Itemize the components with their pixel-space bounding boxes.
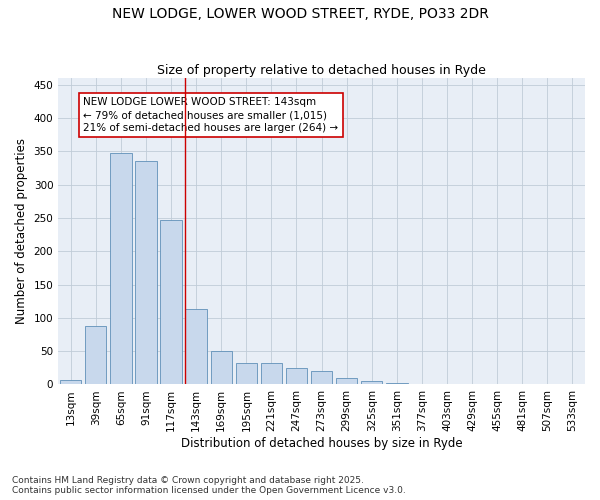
Bar [136,162,157,384]
Bar [110,152,131,384]
Bar [386,383,407,384]
Text: Contains HM Land Registry data © Crown copyright and database right 2025.
Contai: Contains HM Land Registry data © Crown c… [12,476,406,495]
X-axis label: Distribution of detached houses by size in Ryde: Distribution of detached houses by size … [181,437,463,450]
Y-axis label: Number of detached properties: Number of detached properties [15,138,28,324]
Bar [336,378,358,384]
Text: NEW LODGE LOWER WOOD STREET: 143sqm
← 79% of detached houses are smaller (1,015): NEW LODGE LOWER WOOD STREET: 143sqm ← 79… [83,97,338,133]
Bar [361,381,382,384]
Bar [85,326,106,384]
Bar [236,363,257,384]
Bar [286,368,307,384]
Bar [60,380,82,384]
Bar [311,371,332,384]
Bar [160,220,182,384]
Title: Size of property relative to detached houses in Ryde: Size of property relative to detached ho… [157,64,486,77]
Bar [261,363,282,384]
Bar [211,351,232,384]
Text: NEW LODGE, LOWER WOOD STREET, RYDE, PO33 2DR: NEW LODGE, LOWER WOOD STREET, RYDE, PO33… [112,8,488,22]
Bar [185,309,207,384]
